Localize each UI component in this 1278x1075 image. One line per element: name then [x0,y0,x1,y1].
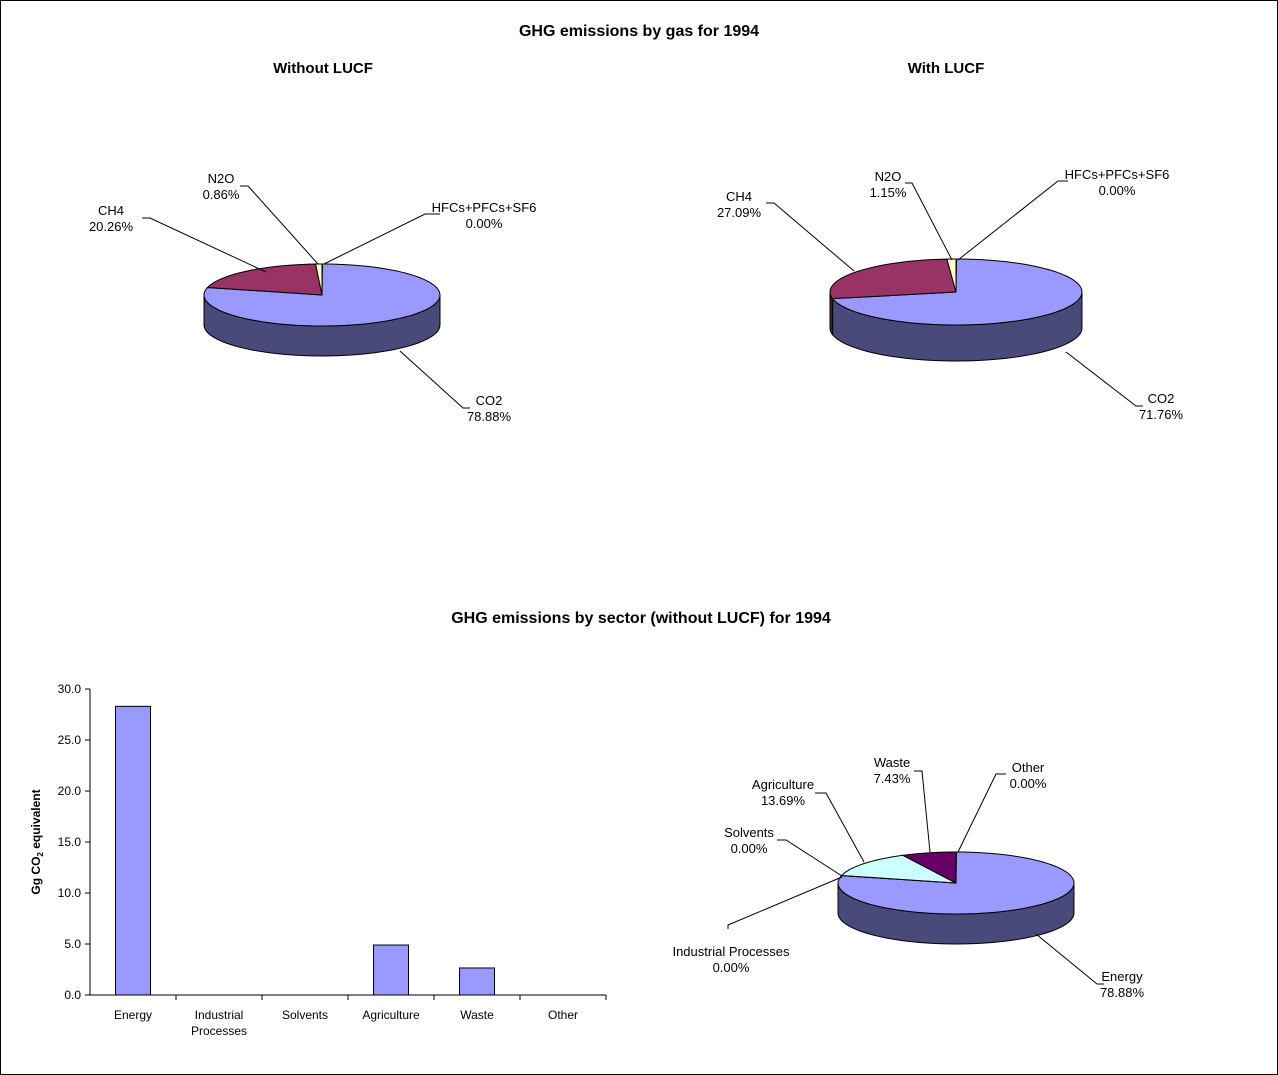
pie1-pct-ch4: 20.26% [89,219,134,234]
pie3-leader-solvents [777,839,843,877]
pie2-slice-hfcs-pfcs-sf6 [955,258,958,293]
pie3-leader-waste [914,770,931,853]
pie1-title: Without LUCF [273,60,373,77]
pie2-title: With LUCF [907,60,985,77]
main-title: GHG emissions by gas for 1994 [518,23,760,40]
pie2-label-hfcs-pfcs-sf6: HFCs+PFCs+SF6 [1065,167,1170,182]
pie1-slice-co2 [203,263,441,327]
bar-energy [115,705,151,996]
pie1-label-hfcs-pfcs-sf6: HFCs+PFCs+SF6 [432,200,537,215]
x-label-industrial-processes: Industrial [195,1008,244,1022]
pie3-label-industrial-processes: Industrial Processes [672,944,790,959]
pie2-leader-co2 [1065,351,1143,407]
pie1-pct-n2o: 0.86% [203,187,240,202]
pie3-pct-solvents: 0.00% [731,841,768,856]
x-label-energy: Energy [114,1008,152,1022]
pie3-leader-energy [1035,933,1104,985]
pie3-label-other: Other [1012,760,1045,775]
pie1-label-ch4: CH4 [98,203,124,218]
pie3-label-waste: Waste [874,755,910,770]
y-tick-label: 30.0 [58,682,82,696]
pie2-leader-hfcs-pfcs-sf6 [957,180,1068,261]
pie1-pct-co2: 78.88% [467,409,512,424]
pie3-label-solvents: Solvents [724,825,774,840]
pie2-label-ch4: CH4 [726,189,752,204]
pie1-slice-ch4 [206,263,323,296]
y-tick-label: 15.0 [58,835,82,849]
pie1-label-n2o: N2O [208,171,235,186]
pie1-leader-n2o [240,185,319,265]
pie3-leader-other [957,773,1006,853]
pie2-slice-ch4 [829,258,957,300]
y-tick-label: 5.0 [64,937,81,951]
pie3-label-agriculture: Agriculture [752,777,814,792]
pie2-leader-ch4 [766,202,855,272]
pie2-pct-hfcs-pfcs-sf6: 0.00% [1099,183,1136,198]
pie1-pct-hfcs-pfcs-sf6: 0.00% [466,216,503,231]
pie2-leader-n2o [905,182,953,261]
pie3-slice-waste [901,851,957,884]
pie3-slice-energy [837,851,1075,915]
y-tick-label: 25.0 [58,733,82,747]
pie2-pct-ch4: 27.09% [717,205,762,220]
pie2-pct-n2o: 1.15% [870,185,907,200]
pie3-pct-agriculture: 13.69% [761,793,806,808]
pie2-pct-co2: 71.76% [1139,407,1184,422]
pie3-label-energy: Energy [1101,969,1143,984]
pie3-pct-industrial-processes: 0.00% [713,960,750,975]
pie2-label-co2: CO2 [1148,391,1175,406]
x-label-waste: Waste [460,1008,494,1022]
y-axis-label: Gg CO2 equivalent [29,789,45,894]
x-label-agriculture: Agriculture [362,1008,420,1022]
y-tick-label: 20.0 [58,784,82,798]
y-tick-label: 0.0 [64,988,81,1002]
pie3-leader-industrial-processes [727,876,843,929]
x-label-industrial-processes: Processes [191,1024,247,1038]
pie3-leader-agriculture [815,792,865,863]
bar-waste [459,967,495,996]
pie3-slice-agriculture [840,854,957,884]
pie2-slice-co2 [831,258,1083,326]
pie2-label-n2o: N2O [875,169,902,184]
pie1-label-co2: CO2 [476,393,503,408]
pie3-pct-waste: 7.43% [874,771,911,786]
pie3-pct-other: 0.00% [1010,776,1047,791]
pie3-pct-energy: 78.88% [1100,985,1145,1000]
y-tick-label: 10.0 [58,886,82,900]
bar-agriculture [373,944,409,996]
sector-title: GHG emissions by sector (without LUCF) f… [451,610,831,627]
x-label-solvents: Solvents [282,1008,328,1022]
x-label-other: Other [548,1008,578,1022]
pie1-leader-hfcs-pfcs-sf6 [323,213,440,265]
pie1-leader-co2 [399,350,470,409]
pie1-leader-ch4 [142,217,267,273]
